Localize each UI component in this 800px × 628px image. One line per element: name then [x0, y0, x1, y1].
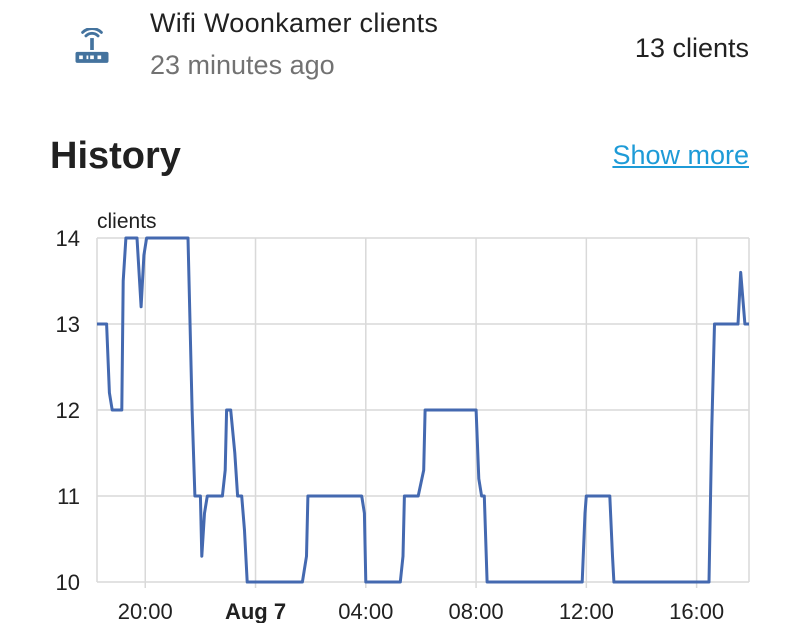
history-chart[interactable]: 10 11 12 13 14 20:00 Aug 7 04:00 08:00 12:00 16:0… — [0, 200, 800, 624]
router-wireless-icon — [75, 28, 109, 63]
y-tick-label: 11 — [57, 484, 80, 509]
x-tick-label: 20:00 — [118, 599, 173, 623]
entity-name: Wifi Woonkamer clients — [150, 8, 439, 38]
x-tick-label: Aug 7 — [225, 599, 286, 623]
y-axis-ticks: 10 11 12 13 14 — [56, 226, 80, 595]
y-tick-label: 12 — [56, 398, 80, 423]
y-tick-label: 10 — [56, 570, 80, 595]
y-tick-label: 14 — [56, 226, 80, 251]
history-title: History — [50, 135, 181, 177]
entity-state: 13 clients — [634, 33, 749, 63]
x-axis-ticks: 20:00 Aug 7 04:00 08:00 12:00 16:00 — [118, 599, 724, 624]
x-tick-label: 12:00 — [559, 599, 614, 623]
history-header: History Show more — [0, 125, 800, 185]
chart-grid — [96, 237, 750, 588]
x-tick-label: 04:00 — [338, 599, 393, 623]
y-tick-label: 13 — [56, 312, 80, 337]
x-tick-label: 08:00 — [449, 599, 504, 623]
entity-row[interactable]: Wifi Woonkamer clients 23 minutes ago 13… — [0, 0, 800, 100]
last-changed: 23 minutes ago — [150, 50, 335, 80]
show-more-link[interactable]: Show more — [612, 140, 749, 170]
y-axis-label: clients — [97, 210, 157, 233]
history-chart-svg[interactable]: 10 11 12 13 14 20:00 Aug 7 04:00 08:00 12:00 16:0… — [0, 200, 800, 624]
x-tick-label: 16:00 — [669, 599, 724, 623]
series-line[interactable] — [97, 236, 749, 584]
chart-series — [97, 236, 749, 584]
